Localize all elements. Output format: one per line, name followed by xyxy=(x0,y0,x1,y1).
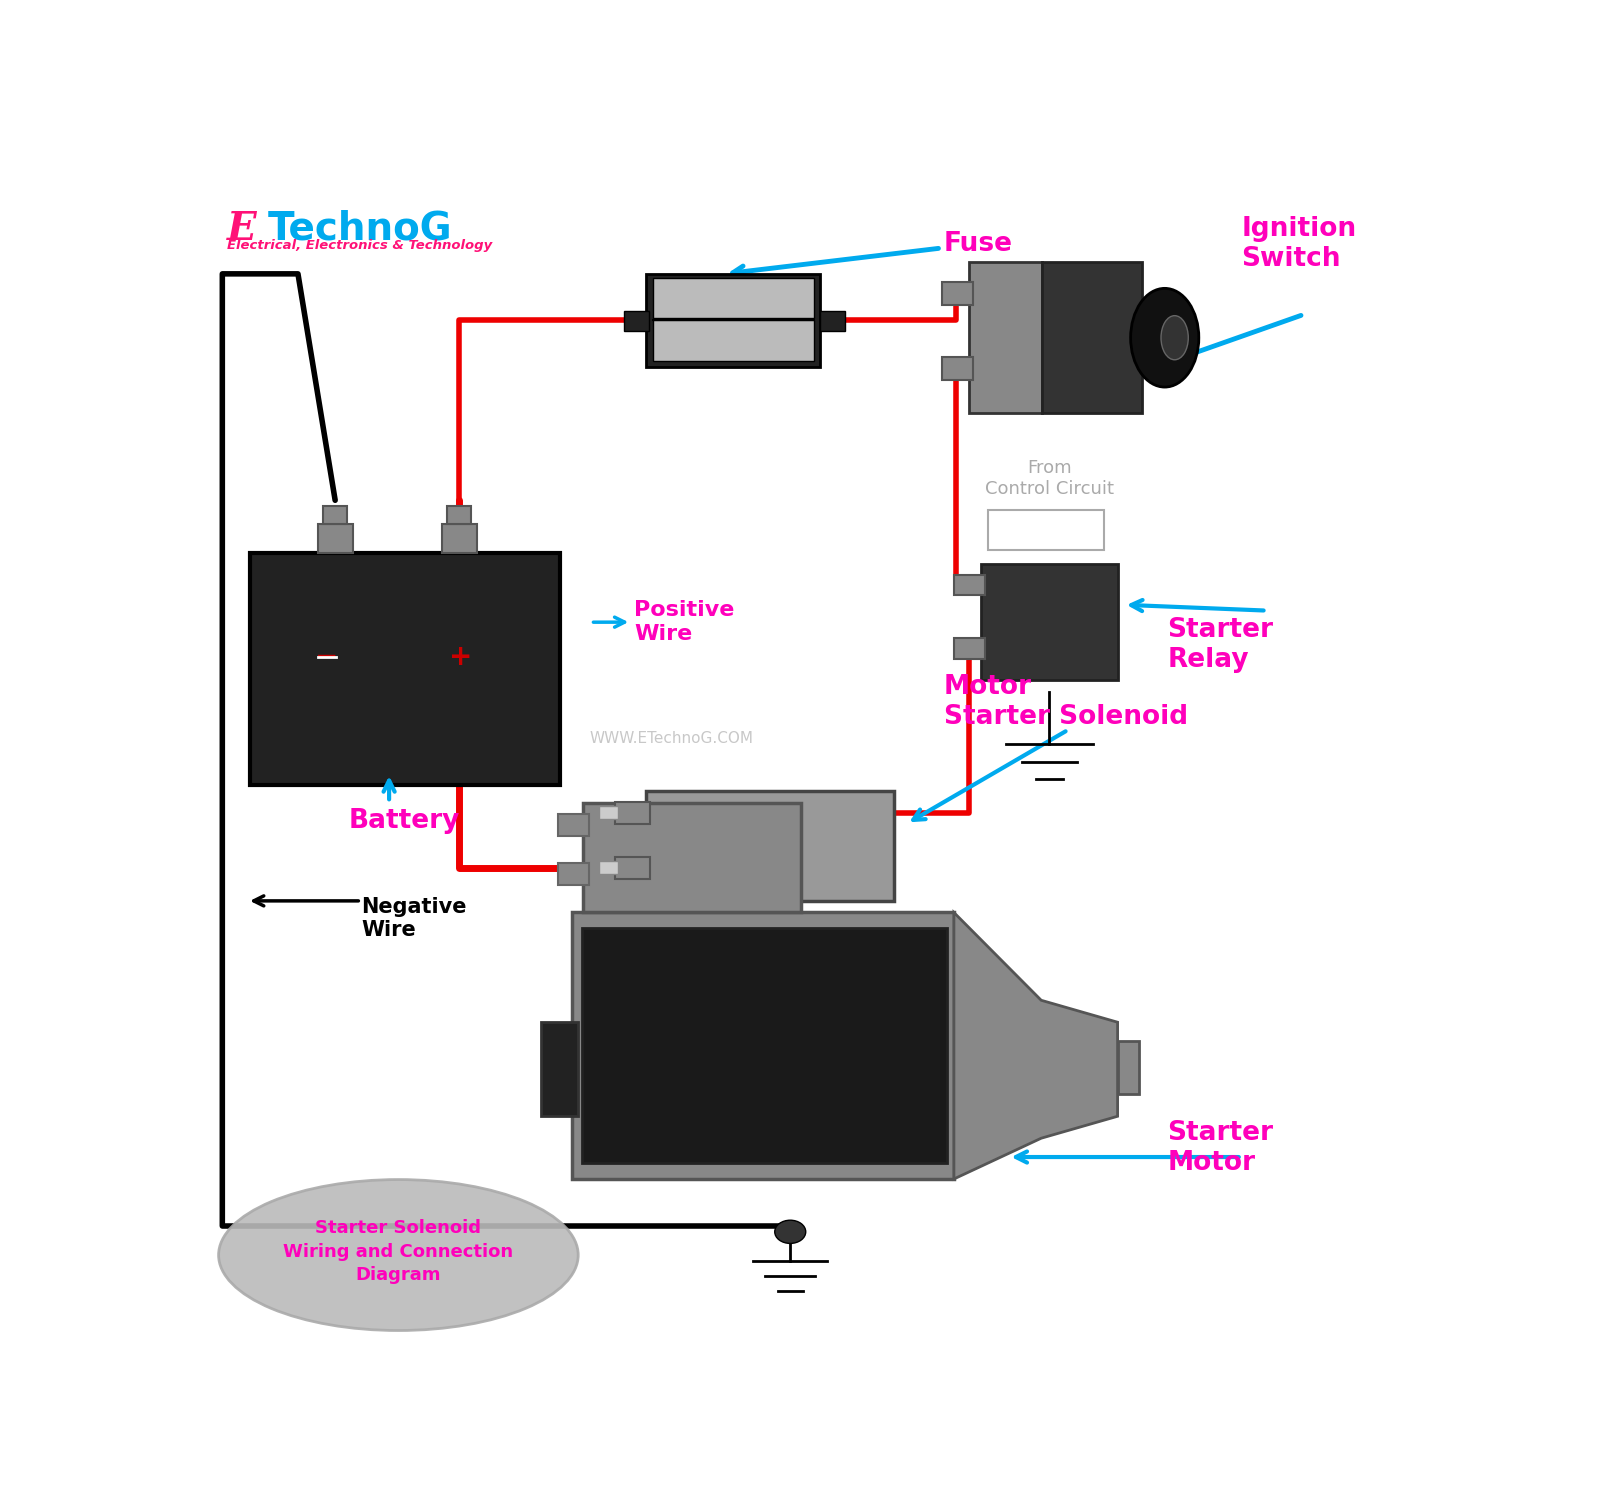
Text: Motor
Starter Solenoid: Motor Starter Solenoid xyxy=(944,674,1189,730)
Ellipse shape xyxy=(219,1179,578,1330)
Text: Starter Solenoid
Wiring and Connection
Diagram: Starter Solenoid Wiring and Connection D… xyxy=(283,1218,514,1285)
Bar xyxy=(1117,1041,1139,1095)
Bar xyxy=(573,912,954,1179)
Ellipse shape xyxy=(774,1220,806,1244)
Bar xyxy=(819,311,845,332)
Text: Starter
Motor: Starter Motor xyxy=(1168,1119,1274,1176)
Text: Battery: Battery xyxy=(349,808,461,834)
Ellipse shape xyxy=(1162,315,1189,360)
Text: Ignition
Switch: Ignition Switch xyxy=(1242,216,1357,271)
Bar xyxy=(1042,262,1142,413)
Bar xyxy=(646,274,819,366)
Bar xyxy=(541,1022,578,1116)
Bar xyxy=(989,510,1104,550)
Text: From
Control Circuit: From Control Circuit xyxy=(986,458,1114,498)
Bar xyxy=(970,262,1042,413)
Bar xyxy=(323,507,347,523)
Bar xyxy=(250,552,560,784)
Bar xyxy=(653,277,814,318)
Bar xyxy=(318,523,352,552)
Bar xyxy=(616,802,650,823)
Ellipse shape xyxy=(1131,288,1198,388)
Text: Electrical, Electronics & Technology: Electrical, Electronics & Technology xyxy=(227,240,493,252)
Bar xyxy=(582,802,802,912)
Bar xyxy=(954,638,986,659)
Text: TechnoG: TechnoG xyxy=(269,210,453,247)
Bar xyxy=(941,282,973,305)
Bar xyxy=(624,311,650,332)
Text: Positive
Wire: Positive Wire xyxy=(594,600,734,644)
Bar xyxy=(616,857,650,879)
Bar xyxy=(442,523,477,552)
Bar xyxy=(981,564,1117,680)
Bar xyxy=(653,320,814,360)
Text: E: E xyxy=(227,210,258,247)
Text: WWW.ETechnoG.COM: WWW.ETechnoG.COM xyxy=(589,731,754,746)
Text: +: + xyxy=(448,642,472,671)
Bar xyxy=(600,861,618,875)
Bar xyxy=(954,575,986,596)
Text: −: − xyxy=(315,642,339,671)
Polygon shape xyxy=(954,912,1117,1179)
Text: Starter
Relay: Starter Relay xyxy=(1168,617,1274,674)
Bar xyxy=(646,790,894,900)
Bar xyxy=(558,863,589,885)
Text: Negative
Wire: Negative Wire xyxy=(362,897,467,939)
Bar xyxy=(446,507,472,523)
Bar xyxy=(600,805,618,819)
Text: Fuse: Fuse xyxy=(733,231,1013,277)
Bar xyxy=(941,357,973,380)
Bar xyxy=(558,814,589,835)
Bar xyxy=(582,927,947,1163)
